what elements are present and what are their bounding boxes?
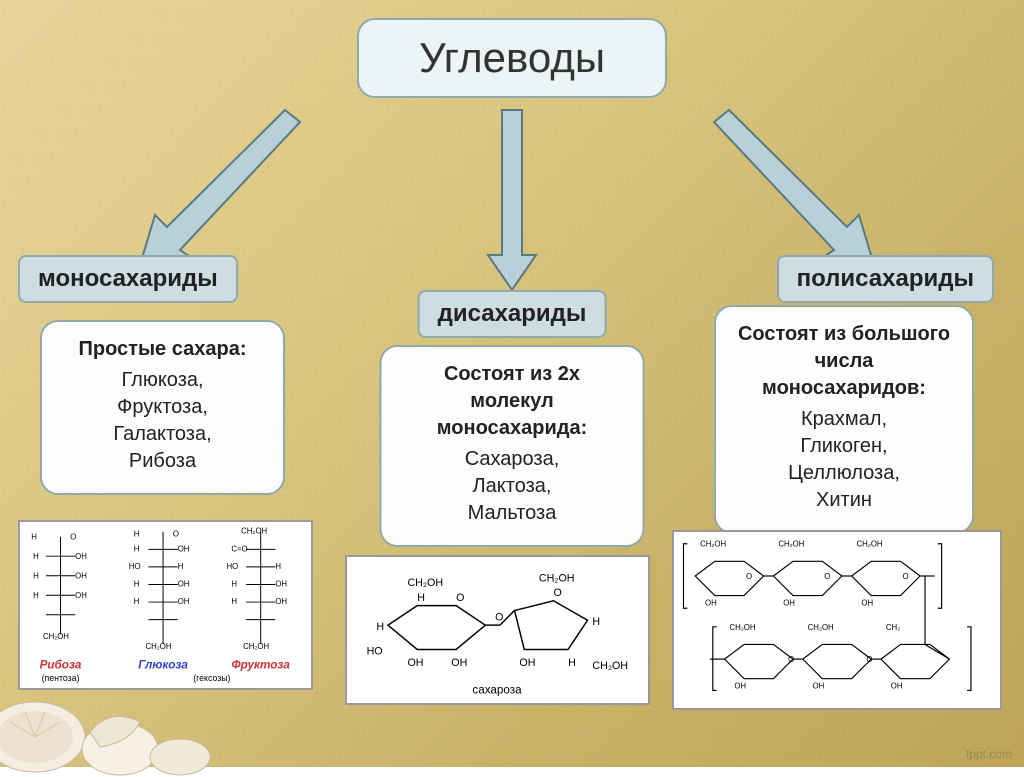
category-poly: полисахариды bbox=[777, 255, 994, 303]
svg-text:H: H bbox=[134, 530, 140, 539]
svg-text:OH: OH bbox=[891, 681, 903, 690]
chem-mono-panel: HO HOH HOH HOH CH₂OH HO HOH HOH HOH HOH … bbox=[18, 520, 313, 690]
desc-poly: Состоят из большого числа моносахаридов:… bbox=[714, 305, 974, 534]
svg-text:H: H bbox=[275, 562, 281, 571]
svg-text:OH: OH bbox=[178, 597, 190, 606]
category-poly-label: полисахариды bbox=[797, 265, 974, 292]
svg-text:CH₂OH: CH₂OH bbox=[43, 632, 69, 641]
svg-text:HO: HO bbox=[367, 645, 383, 657]
shells-decoration bbox=[0, 667, 240, 777]
title-text: Углеводы bbox=[419, 34, 605, 81]
svg-text:CH₂: CH₂ bbox=[886, 623, 900, 632]
footer-link: fppt.com bbox=[966, 747, 1012, 761]
category-mono-label: моносахариды bbox=[38, 265, 218, 292]
slide-content: Углеводы моносахариды дисахариды полисах… bbox=[0, 0, 1024, 767]
svg-text:H: H bbox=[33, 591, 39, 600]
svg-text:H: H bbox=[33, 572, 39, 581]
chem-poly-panel: CH₂OH CH₂OH CH₂OH OH OH OH CH₂OH CH₂OH CH₂ OH O… bbox=[672, 530, 1002, 710]
sucrose-label: сахароза bbox=[472, 683, 522, 696]
svg-text:CH₂OH: CH₂OH bbox=[857, 540, 883, 549]
fructose-label: Фруктоза bbox=[232, 658, 291, 671]
desc-mono-head: Простые сахара: bbox=[62, 336, 263, 363]
svg-text:CH₂OH: CH₂OH bbox=[808, 623, 834, 632]
arrow-left bbox=[85, 100, 315, 270]
desc-poly-item: Целлюлоза, bbox=[736, 460, 952, 487]
svg-text:OH: OH bbox=[407, 657, 423, 669]
desc-poly-item: Гликоген, bbox=[736, 433, 952, 460]
svg-text:CH₂OH: CH₂OH bbox=[407, 577, 443, 589]
desc-mono: Простые сахара: Глюкоза, Фруктоза, Галак… bbox=[40, 320, 285, 495]
desc-di-item: Сахароза, bbox=[402, 446, 623, 473]
svg-text:CH₂OH: CH₂OH bbox=[243, 642, 269, 651]
svg-text:H: H bbox=[33, 552, 39, 561]
svg-text:OH: OH bbox=[734, 681, 746, 690]
svg-text:O: O bbox=[173, 530, 179, 539]
svg-text:HO: HO bbox=[227, 562, 239, 571]
svg-text:OH: OH bbox=[75, 591, 87, 600]
desc-di-item: Лактоза, bbox=[402, 473, 623, 500]
svg-text:O: O bbox=[903, 572, 909, 581]
svg-text:H: H bbox=[417, 592, 425, 604]
svg-text:CH₂OH: CH₂OH bbox=[241, 527, 267, 536]
desc-di: Состоят из 2х молекул моносахарида: Саха… bbox=[380, 345, 645, 547]
arrow-center bbox=[486, 105, 538, 295]
desc-di-head: Состоят из 2х молекул моносахарида: bbox=[402, 361, 623, 442]
svg-text:OH: OH bbox=[861, 598, 873, 607]
svg-text:CH₂OH: CH₂OH bbox=[778, 540, 804, 549]
title-box: Углеводы bbox=[357, 18, 667, 98]
svg-text:OH: OH bbox=[275, 579, 287, 588]
svg-text:O: O bbox=[456, 592, 464, 604]
desc-poly-item: Крахмал, bbox=[736, 406, 952, 433]
svg-text:H: H bbox=[134, 579, 140, 588]
svg-text:H: H bbox=[568, 657, 576, 669]
desc-poly-item: Хитин bbox=[736, 487, 952, 514]
chem-di-panel: CH₂OH CH₂OH CH₂OH HHO OHOH HO O O OHH H … bbox=[345, 555, 650, 705]
arrow-right bbox=[699, 100, 929, 270]
category-di: дисахариды bbox=[418, 290, 607, 338]
svg-text:H: H bbox=[134, 597, 140, 606]
svg-text:OH: OH bbox=[178, 544, 190, 553]
svg-text:C=O: C=O bbox=[231, 544, 247, 553]
svg-text:O: O bbox=[553, 587, 561, 599]
desc-poly-head: Состоят из большого числа моносахаридов: bbox=[736, 321, 952, 402]
desc-mono-item: Рибоза bbox=[62, 448, 263, 475]
svg-text:OH: OH bbox=[75, 572, 87, 581]
svg-text:OH: OH bbox=[519, 657, 535, 669]
svg-text:O: O bbox=[495, 611, 503, 623]
category-di-label: дисахариды bbox=[438, 300, 587, 327]
svg-text:OH: OH bbox=[75, 552, 87, 561]
svg-text:H: H bbox=[231, 597, 237, 606]
svg-text:OH: OH bbox=[705, 598, 717, 607]
svg-text:O: O bbox=[70, 533, 76, 542]
svg-text:O: O bbox=[788, 655, 794, 664]
svg-text:H: H bbox=[376, 621, 384, 633]
category-mono: моносахариды bbox=[18, 255, 238, 303]
desc-mono-item: Галактоза, bbox=[62, 421, 263, 448]
svg-text:OH: OH bbox=[783, 598, 795, 607]
desc-di-item: Мальтоза bbox=[402, 500, 623, 527]
svg-text:CH₂OH: CH₂OH bbox=[145, 642, 171, 651]
svg-text:OH: OH bbox=[275, 597, 287, 606]
svg-text:H: H bbox=[134, 544, 140, 553]
svg-text:H: H bbox=[592, 616, 600, 628]
svg-text:CH₂OH: CH₂OH bbox=[729, 623, 755, 632]
svg-text:OH: OH bbox=[178, 579, 190, 588]
svg-text:O: O bbox=[746, 572, 752, 581]
svg-text:O: O bbox=[824, 572, 830, 581]
svg-text:OH: OH bbox=[813, 681, 825, 690]
svg-text:OH: OH bbox=[451, 657, 467, 669]
svg-text:O: O bbox=[866, 655, 872, 664]
svg-text:HO: HO bbox=[129, 562, 141, 571]
svg-text:CH₂OH: CH₂OH bbox=[592, 660, 628, 672]
svg-text:H: H bbox=[231, 579, 237, 588]
desc-mono-item: Глюкоза, bbox=[62, 367, 263, 394]
svg-text:CH₂OH: CH₂OH bbox=[700, 540, 726, 549]
svg-text:CH₂OH: CH₂OH bbox=[539, 572, 575, 584]
svg-text:H: H bbox=[31, 533, 37, 542]
desc-mono-item: Фруктоза, bbox=[62, 394, 263, 421]
svg-text:H: H bbox=[178, 562, 184, 571]
